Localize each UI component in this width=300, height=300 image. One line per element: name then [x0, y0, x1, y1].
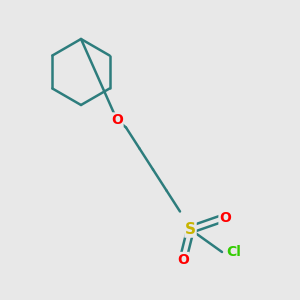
Text: O: O [219, 211, 231, 224]
Text: S: S [185, 222, 196, 237]
Text: O: O [177, 253, 189, 266]
Text: Cl: Cl [226, 245, 242, 259]
Text: O: O [111, 113, 123, 127]
